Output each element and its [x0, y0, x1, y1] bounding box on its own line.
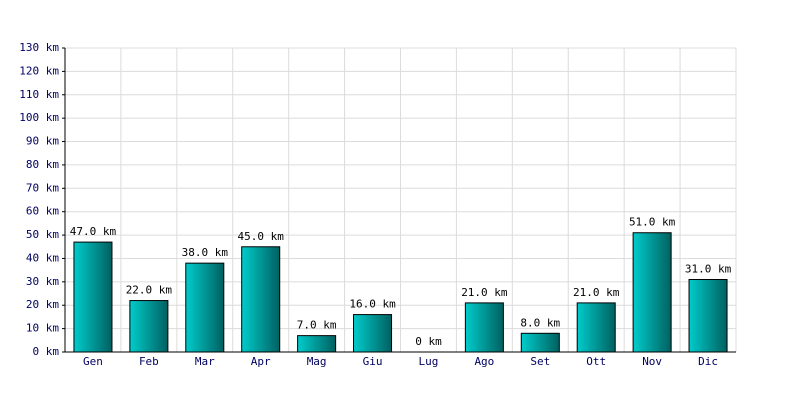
bar [73, 241, 113, 353]
bar [632, 232, 672, 353]
y-tick-label: 90 km [26, 135, 59, 148]
bar [297, 335, 337, 353]
value-label: 21.0 km [461, 286, 508, 299]
bar [185, 262, 225, 353]
y-tick-label: 40 km [26, 251, 59, 264]
y-tick-label: 120 km [19, 64, 59, 77]
bar [464, 302, 504, 353]
y-tick-label: 110 km [19, 88, 59, 101]
value-label: 38.0 km [182, 246, 229, 259]
x-tick-label: Dic [698, 355, 718, 368]
value-label: 45.0 km [238, 230, 285, 243]
value-label: 7.0 km [297, 319, 337, 332]
bar [576, 302, 616, 353]
bar [353, 314, 393, 353]
y-tick-label: 70 km [26, 181, 59, 194]
y-tick-label: 0 km [33, 345, 60, 358]
value-label: 51.0 km [629, 216, 676, 229]
bar [129, 300, 169, 353]
x-tick-label: Lug [419, 355, 439, 368]
value-label: 22.0 km [126, 284, 173, 297]
y-tick-label: 60 km [26, 205, 59, 218]
value-label: 47.0 km [70, 225, 117, 238]
x-tick-label: Ago [474, 355, 494, 368]
x-tick-label: Set [530, 355, 550, 368]
x-tick-label: Ott [586, 355, 606, 368]
bar [688, 279, 728, 353]
value-label: 21.0 km [573, 286, 620, 299]
value-label: 16.0 km [349, 298, 396, 311]
value-label: 8.0 km [520, 316, 560, 329]
x-tick-label: Apr [251, 355, 271, 368]
y-tick-label: 130 km [19, 41, 59, 54]
x-tick-label: Nov [642, 355, 662, 368]
y-tick-label: 20 km [26, 298, 59, 311]
x-tick-label: Gen [83, 355, 103, 368]
value-label: 31.0 km [685, 263, 732, 276]
bar [241, 246, 281, 353]
x-tick-label: Mag [307, 355, 327, 368]
x-tick-label: Mar [195, 355, 215, 368]
y-tick-label: 100 km [19, 111, 59, 124]
y-tick-label: 10 km [26, 322, 59, 335]
y-tick-label: 30 km [26, 275, 59, 288]
x-tick-label: Feb [139, 355, 159, 368]
y-tick-label: 50 km [26, 228, 59, 241]
bar [520, 332, 560, 353]
y-tick-label: 80 km [26, 158, 59, 171]
value-label: 0 km [415, 335, 442, 348]
x-tick-label: Giu [363, 355, 383, 368]
